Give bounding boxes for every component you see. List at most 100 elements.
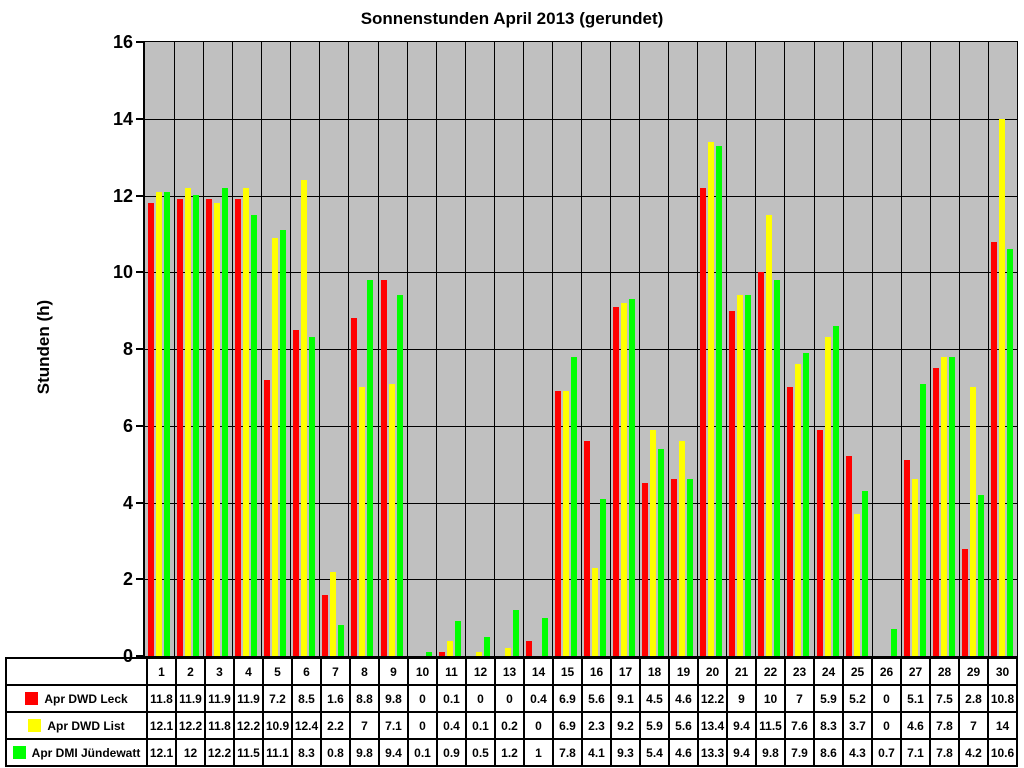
value-cell: 9.8 [378,684,409,713]
value-cell: 0 [465,684,496,713]
value-cell: 8.3 [291,738,322,767]
bar [513,610,519,656]
bar [542,618,548,656]
value-cell: 9.4 [726,738,757,767]
bar [912,479,918,656]
value-cell: 11.9 [175,684,206,713]
bar [235,199,241,656]
vertical-gridline [378,42,379,656]
bar [862,491,868,656]
value-cell: 0.9 [436,738,467,767]
value-cell: 10 [755,684,786,713]
day-header-cell: 24 [813,657,844,686]
bar [700,188,706,656]
bar [991,242,997,656]
value-cell: 2.3 [581,711,612,740]
value-cell: 0.8 [320,738,351,767]
bar [817,430,823,656]
vertical-gridline [290,42,291,656]
day-header-cell: 6 [291,657,322,686]
value-cell: 4.2 [958,738,989,767]
day-header-cell: 29 [958,657,989,686]
bar [555,391,561,656]
bar [592,568,598,656]
legend-label: Apr DWD List [47,718,125,733]
value-cell: 3.7 [842,711,873,740]
legend-cell: Apr DWD Leck [5,684,148,713]
value-cell: 9.8 [349,738,380,767]
bar [243,188,249,656]
value-cell: 0 [407,684,438,713]
bar [439,652,445,656]
vertical-gridline [872,42,873,656]
bar [526,641,532,656]
value-cell: 10.9 [262,711,293,740]
vertical-gridline [814,42,815,656]
value-cell: 0.1 [436,684,467,713]
day-header-cell: 21 [726,657,757,686]
bar [854,514,860,656]
value-cell: 4.1 [581,738,612,767]
value-cell: 5.6 [668,711,699,740]
value-cell: 4.5 [639,684,670,713]
y-tick-label: 12 [112,186,133,206]
bar [164,192,170,656]
legend-label: Apr DWD Leck [44,691,128,706]
bar [293,330,299,656]
y-tick-label: 16 [112,32,133,52]
day-header-cell: 13 [494,657,525,686]
value-cell: 11.9 [233,684,264,713]
bar [658,449,664,656]
value-cell: 7.8 [929,711,960,740]
value-cell: 1.6 [320,684,351,713]
bar [970,387,976,656]
vertical-gridline [784,42,785,656]
legend-label: Apr DMI Jündewatt [31,745,141,760]
value-cell: 9.4 [726,711,757,740]
legend-cell: Apr DMI Jündewatt [5,738,148,767]
bar [729,311,735,656]
y-tick-mark [136,195,144,197]
bar [447,641,453,656]
value-cell: 12.2 [233,711,264,740]
day-header-cell: 7 [320,657,351,686]
value-cell: 4.6 [668,684,699,713]
vertical-gridline [261,42,262,656]
bar [803,353,809,656]
bar [1007,249,1013,656]
y-tick-label: 6 [122,416,133,436]
value-cell: 12.2 [204,738,235,767]
value-cell: 5.2 [842,684,873,713]
legend-cell: Apr DWD List [5,711,148,740]
value-cell: 0.1 [465,711,496,740]
y-tick-label: 0 [122,646,133,666]
y-tick-label: 2 [122,569,133,589]
y-tick-mark [136,271,144,273]
day-header-cell: 14 [523,657,554,686]
value-cell: 13.4 [697,711,728,740]
vertical-gridline [697,42,698,656]
value-cell: 7.5 [929,684,960,713]
bar [891,629,897,656]
value-cell: 12.4 [291,711,322,740]
y-tick-mark [136,502,144,504]
bar [787,387,793,656]
vertical-gridline [610,42,611,656]
value-cell: 14 [987,711,1018,740]
value-cell: 0 [494,684,525,713]
value-cell: 0.4 [436,711,467,740]
value-cell: 4.3 [842,738,873,767]
value-cell: 4.6 [900,711,931,740]
value-cell: 7 [349,711,380,740]
vertical-gridline [726,42,727,656]
bar [737,295,743,656]
bar [584,441,590,656]
vertical-gridline [639,42,640,656]
vertical-gridline [755,42,756,656]
value-cell: 9.1 [610,684,641,713]
vertical-gridline [465,42,466,656]
y-tick-mark [136,118,144,120]
bar [251,215,257,656]
bar [359,387,365,656]
value-cell: 7.6 [784,711,815,740]
